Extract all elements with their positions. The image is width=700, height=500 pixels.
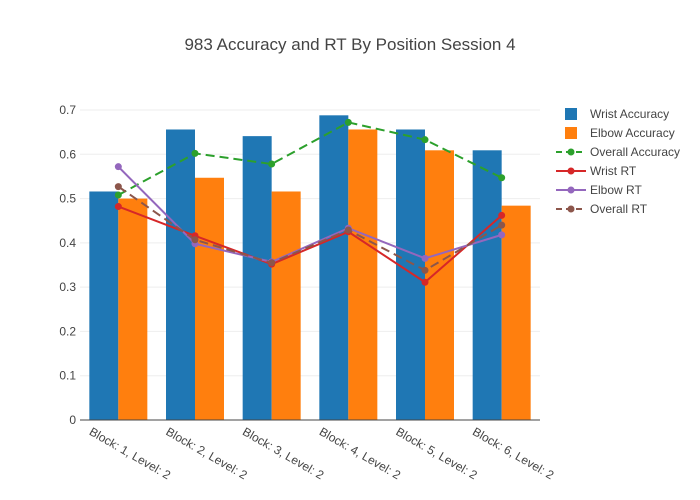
y-tick-label: 0.4 (59, 236, 76, 250)
legend-marker-overall-accuracy (567, 148, 575, 156)
point-overall-accuracy (421, 136, 429, 144)
gridlines (80, 109, 540, 377)
y-tick-label: 0.5 (59, 192, 76, 206)
point-overall-rt (421, 266, 429, 274)
bar-elbow-accuracy (425, 150, 454, 421)
line-overall-accuracy (117, 121, 503, 196)
point-wrist-rt (498, 211, 506, 219)
point-overall-rt (268, 259, 276, 267)
point-overall-accuracy (498, 174, 506, 182)
legend-swatch-elbow-accuracy (565, 127, 577, 139)
line-series (114, 118, 506, 286)
legend-label-wrist-rt[interactable]: Wrist RT (590, 164, 637, 178)
bar-wrist-accuracy (242, 136, 272, 420)
x-tick-label: Block: 1, Level: 2 (87, 424, 173, 482)
legend-label-overall-accuracy[interactable]: Overall Accuracy (590, 145, 680, 159)
bar-wrist-accuracy (166, 129, 195, 420)
y-tick-label: 0.2 (59, 324, 76, 338)
chart-title: 983 Accuracy and RT By Position Session … (184, 35, 515, 54)
legend-label-overall-rt[interactable]: Overall RT (590, 202, 648, 216)
point-overall-rt (344, 226, 352, 234)
y-tick-label: 0.7 (59, 103, 76, 117)
point-overall-accuracy (191, 149, 199, 157)
bar-wrist-accuracy (319, 115, 349, 421)
y-tick-label: 0.6 (59, 147, 76, 161)
legend-label-elbow-rt[interactable]: Elbow RT (590, 183, 642, 197)
bars (89, 115, 531, 421)
bar-elbow-accuracy (271, 191, 301, 420)
bar-elbow-accuracy (118, 198, 148, 420)
bar-wrist-accuracy (396, 129, 425, 420)
bar-elbow-accuracy (501, 205, 531, 420)
legend-swatch-wrist-accuracy (565, 108, 577, 120)
bar-wrist-accuracy (472, 150, 502, 421)
point-overall-accuracy (344, 118, 352, 126)
x-tick-label: Block: 5, Level: 2 (394, 424, 480, 482)
bar-elbow-accuracy (348, 129, 378, 420)
x-tick-label: Block: 3, Level: 2 (240, 424, 326, 482)
bar-wrist-accuracy (89, 191, 119, 420)
legend-marker-overall-rt (567, 205, 575, 213)
point-overall-rt (191, 236, 199, 244)
legend-label-elbow-accuracy[interactable]: Elbow Accuracy (590, 126, 675, 140)
y-tick-label: 0.1 (59, 369, 76, 383)
y-tick-label: 0.3 (59, 280, 76, 294)
legend-marker-elbow-rt (567, 186, 575, 194)
point-overall-rt (114, 183, 122, 191)
legend-label-wrist-accuracy[interactable]: Wrist Accuracy (590, 107, 669, 121)
legend: Wrist Accuracy Elbow Accuracy Overall Accu… (556, 107, 680, 216)
point-elbow-rt (114, 163, 122, 171)
line-overall-rt (117, 185, 503, 272)
legend-marker-wrist-rt (567, 167, 575, 175)
x-tick-label: Block: 2, Level: 2 (164, 424, 250, 482)
point-overall-rt (498, 221, 506, 229)
point-elbow-rt (498, 231, 506, 239)
point-wrist-rt (421, 278, 429, 286)
point-overall-accuracy (114, 191, 122, 199)
bar-elbow-accuracy (195, 177, 224, 420)
x-tick-label: Block: 6, Level: 2 (470, 424, 556, 482)
point-overall-accuracy (268, 160, 276, 168)
point-elbow-rt (421, 254, 429, 262)
y-tick-label: 0 (69, 413, 76, 427)
x-tick-label: Block: 4, Level: 2 (317, 424, 403, 482)
point-wrist-rt (114, 203, 122, 211)
